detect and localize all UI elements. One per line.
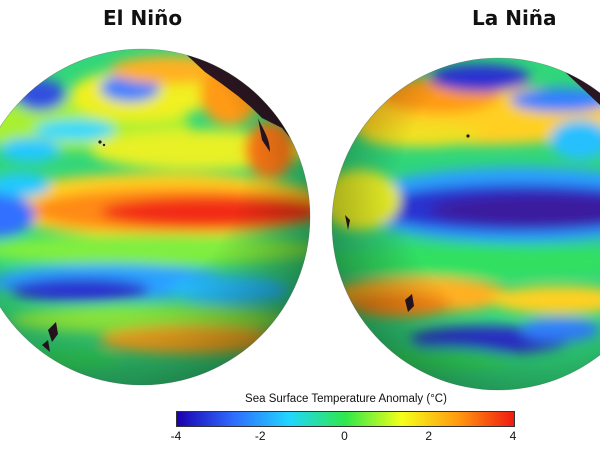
colorbar-tick-label: -4 [170,429,182,443]
legend-title: Sea Surface Temperature Anomaly (°C) [245,393,447,405]
colorbar-tick-label: 4 [509,429,517,443]
la-nina-title: La Niña [472,6,557,30]
el-nino-title: El Niño [103,6,183,30]
colorbar-tick-label: -2 [254,429,266,443]
colorbar [176,411,515,427]
colorbar-tick-label: 2 [425,429,433,443]
colorbar-tick-label: 0 [341,429,348,443]
